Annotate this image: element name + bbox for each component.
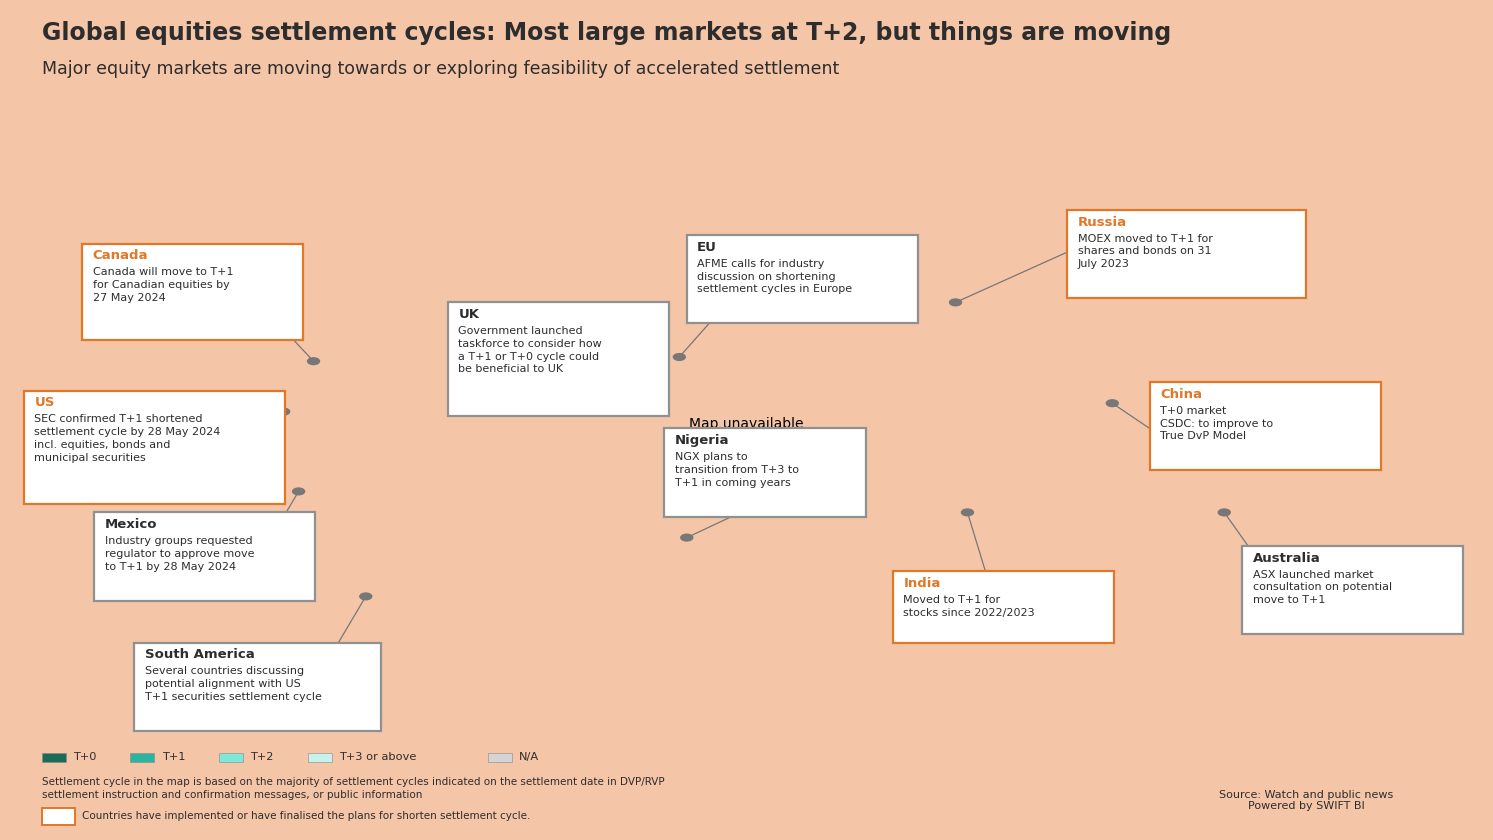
Text: T+0: T+0 [73,753,97,762]
Text: Australia: Australia [1253,552,1320,564]
Text: South America: South America [145,648,255,661]
Text: US: US [34,396,55,409]
Text: ASX launched market
consultation on potential
move to T+1: ASX launched market consultation on pote… [1253,570,1391,605]
Text: Russia: Russia [1078,216,1127,228]
Text: Countries have implemented or have finalised the plans for shorten settlement cy: Countries have implemented or have final… [82,811,530,822]
Text: Canada will move to T+1
for Canadian equities by
27 May 2024: Canada will move to T+1 for Canadian equ… [93,267,233,302]
Text: Map unavailable: Map unavailable [690,417,803,432]
Text: UK: UK [458,308,479,321]
Text: SEC confirmed T+1 shortened
settlement cycle by 28 May 2024
incl. equities, bond: SEC confirmed T+1 shortened settlement c… [34,414,221,463]
Text: T+3 or above: T+3 or above [339,753,417,762]
Text: Mexico: Mexico [105,518,157,531]
Text: India: India [903,577,941,590]
Text: Industry groups requested
regulator to approve move
to T+1 by 28 May 2024: Industry groups requested regulator to a… [105,536,254,571]
Text: Global equities settlement cycles: Most large markets at T+2, but things are mov: Global equities settlement cycles: Most … [42,21,1171,45]
Text: T+0 market
CSDC: to improve to
True DvP Model: T+0 market CSDC: to improve to True DvP … [1160,406,1274,441]
Text: Government launched
taskforce to consider how
a T+1 or T+0 cycle could
be benefi: Government launched taskforce to conside… [458,326,602,375]
Text: Source: Watch and public news
Powered by SWIFT BI: Source: Watch and public news Powered by… [1220,790,1393,811]
Text: T+1: T+1 [161,753,185,762]
Text: Canada: Canada [93,249,148,262]
Text: T+2: T+2 [251,753,273,762]
Text: Settlement cycle in the map is based on the majority of settlement cycles indica: Settlement cycle in the map is based on … [42,777,664,801]
Text: EU: EU [697,241,717,254]
Text: China: China [1160,388,1202,401]
Text: Nigeria: Nigeria [675,434,730,447]
Text: Several countries discussing
potential alignment with US
T+1 securities settleme: Several countries discussing potential a… [145,666,321,701]
Text: Moved to T+1 for
stocks since 2022/2023: Moved to T+1 for stocks since 2022/2023 [903,595,1035,617]
Text: MOEX moved to T+1 for
shares and bonds on 31
July 2023: MOEX moved to T+1 for shares and bonds o… [1078,234,1212,269]
Text: N/A: N/A [520,753,539,762]
Text: NGX plans to
transition from T+3 to
T+1 in coming years: NGX plans to transition from T+3 to T+1 … [675,452,799,487]
Text: AFME calls for industry
discussion on shortening
settlement cycles in Europe: AFME calls for industry discussion on sh… [697,259,853,294]
Text: Major equity markets are moving towards or exploring feasibility of accelerated : Major equity markets are moving towards … [42,60,839,78]
